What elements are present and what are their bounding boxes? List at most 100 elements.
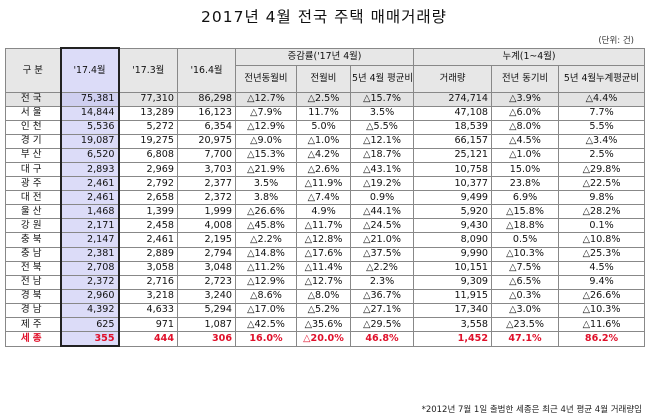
header-mom: 전월비 (296, 64, 351, 93)
cell-m2: 3,218 (118, 288, 178, 304)
cell-m1: 2,461 (59, 190, 120, 206)
cell-region: 강원 (5, 218, 61, 234)
header-group-change: 증감률('17년 4월) (234, 47, 415, 66)
cell-c3: 46.8% (349, 331, 415, 347)
cell-c3: △21.0% (349, 232, 415, 248)
cell-m1: 2,381 (59, 246, 120, 262)
table-row: 경기 19,087 19,275 20,975 △9.0% △1.0% △12.1% 66,1… (5, 133, 646, 149)
table-row: 대구 2,893 2,969 3,703 △21.9% △2.6% △43.1% 10,758… (5, 161, 646, 178)
table-row: 서울 14,844 13,289 16,123 △7.9% 11.7% 3.5% 47,108… (5, 105, 646, 121)
cell-n3: 86.2% (558, 331, 646, 347)
cell-m3: 5,294 (177, 302, 236, 319)
cell-n2: 23.8% (491, 176, 560, 192)
cell-region: 울산 (5, 204, 61, 220)
cell-m3: 4,008 (177, 218, 236, 234)
cell-n2: △6.0% (491, 105, 560, 121)
cell-c2: 5.0% (296, 119, 351, 135)
cell-m2: 6,808 (118, 147, 178, 163)
cell-m1: 2,147 (59, 232, 120, 248)
cell-m3: 1,087 (177, 316, 236, 333)
cell-m3: 3,048 (177, 260, 236, 276)
cell-m3: 306 (177, 331, 236, 347)
cell-m1: 4,392 (59, 302, 120, 319)
cell-region: 경남 (5, 302, 61, 319)
cell-c3: △15.7% (349, 91, 415, 107)
cell-n3: 0.1% (558, 218, 646, 234)
cell-c2: △35.6% (296, 316, 351, 333)
cell-m2: 2,458 (118, 218, 178, 234)
cell-m1: 75,381 (59, 91, 120, 107)
cell-n1: 25,121 (413, 147, 493, 163)
cell-n3: △29.8% (558, 161, 646, 178)
cell-region: 인천 (5, 119, 61, 135)
header-cum-volume: 거래량 (413, 64, 493, 93)
cell-n3: △10.3% (558, 302, 646, 319)
cell-c2: 4.9% (296, 204, 351, 220)
cell-c1: △45.8% (235, 218, 297, 234)
cell-region: 제주 (5, 316, 61, 333)
cell-n2: △8.0% (491, 119, 560, 135)
cell-c3: △44.1% (349, 204, 415, 220)
cell-c3: △12.1% (349, 133, 415, 149)
cell-c3: △37.5% (349, 246, 415, 262)
cell-c1: △2.2% (235, 232, 297, 248)
table-row: 전국 75,381 77,310 86,298 △12.7% △2.5% △15.7% 274… (5, 91, 646, 107)
cell-c2: △4.2% (296, 147, 351, 163)
header-cum-yoy: 전년 동기비 (491, 64, 560, 93)
page-title: 2017년 4월 전국 주택 매매거래량 (201, 8, 447, 26)
cell-m1: 1,468 (59, 204, 120, 220)
cell-n3: △25.3% (558, 246, 646, 262)
cell-m2: 3,058 (118, 260, 178, 276)
cell-m3: 2,372 (177, 190, 236, 206)
cell-m3: 2,195 (177, 232, 236, 248)
cell-c2: △11.4% (296, 260, 351, 276)
cell-n1: 5,920 (413, 204, 493, 220)
cell-m1: 2,893 (59, 161, 120, 178)
cell-m2: 444 (118, 331, 178, 347)
cell-m1: 14,844 (59, 105, 120, 121)
cell-n3: 9.4% (558, 274, 646, 290)
cell-n1: 9,430 (413, 218, 493, 234)
table-row: 세종 355 444 306 16.0% △20.0% 46.8% 1,452 47.1% 86.… (5, 331, 646, 348)
cell-m2: 2,461 (118, 232, 178, 248)
table-row: 전북 2,708 3,058 3,048 △11.2% △11.4% △2.2% 10,151… (5, 260, 646, 276)
cell-m3: 1,999 (177, 204, 236, 220)
cell-c1: △15.3% (235, 147, 297, 163)
cell-n1: 9,499 (413, 190, 493, 206)
header-17-mar: '17.3월 (118, 47, 178, 93)
cell-n1: 11,915 (413, 288, 493, 304)
cell-m2: 77,310 (118, 91, 178, 107)
cell-m2: 2,969 (118, 161, 178, 178)
footnote: *2012년 7월 1일 출범한 세종은 최근 4년 평균 4월 거래량임 (421, 405, 642, 415)
cell-m2: 13,289 (118, 105, 178, 121)
cell-c1: △26.6% (235, 204, 297, 220)
cell-m2: 971 (118, 316, 178, 333)
cell-m3: 2,794 (177, 246, 236, 262)
cell-m3: 2,377 (177, 176, 236, 192)
cell-region: 세종 (5, 331, 61, 347)
cell-n3: △4.4% (558, 91, 646, 107)
cell-n3: 9.8% (558, 190, 646, 206)
header-17-apr: '17.4월 (59, 47, 120, 93)
cell-n1: 10,151 (413, 260, 493, 276)
cell-c3: 0.9% (349, 190, 415, 206)
cell-c3: △18.7% (349, 147, 415, 163)
cell-n1: 18,539 (413, 119, 493, 135)
cell-c1: △12.7% (235, 91, 297, 107)
cell-n2: △1.0% (491, 147, 560, 163)
cell-m3: 2,723 (177, 274, 236, 290)
cell-c1: △17.0% (235, 302, 297, 319)
cell-region: 경북 (5, 288, 61, 304)
cell-region: 광주 (5, 176, 61, 192)
cell-n1: 3,558 (413, 316, 493, 333)
cell-c1: △7.9% (235, 105, 297, 121)
cell-m1: 625 (59, 316, 120, 333)
cell-m2: 19,275 (118, 133, 178, 149)
cell-n1: 9,309 (413, 274, 493, 290)
cell-region: 부산 (5, 147, 61, 163)
cell-region: 서울 (5, 105, 61, 121)
cell-c2: △12.7% (296, 274, 351, 290)
cell-c2: △17.6% (296, 246, 351, 262)
table-row: 인천 5,536 5,272 6,354 △12.9% 5.0% △5.5% 18,539 △8… (5, 119, 646, 135)
cell-region: 대전 (5, 190, 61, 206)
